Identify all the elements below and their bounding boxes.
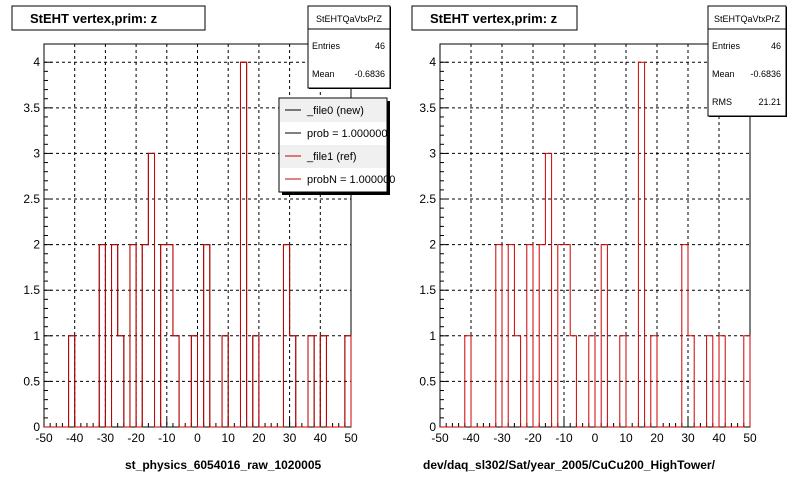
x-tick-label: 20 (650, 431, 664, 445)
y-tick-label: 0.5 (23, 374, 40, 388)
legend: _file0 (new) prob = 1.000000 _file1 (ref) p… (278, 97, 395, 195)
y-tick-label: 2.5 (23, 192, 40, 206)
x-tick-label: 10 (222, 431, 236, 445)
x-tick-label: 50 (743, 431, 757, 445)
x-tick-label: 10 (619, 431, 633, 445)
legend-label: prob = 1.000000 (307, 128, 387, 140)
x-tick-label: 30 (283, 431, 297, 445)
y-tick-label: 1.5 (419, 283, 436, 297)
x-tick-label: 30 (681, 431, 695, 445)
stats-value: 21.21 (758, 97, 781, 107)
x-tick-label: -10 (555, 431, 573, 445)
chart-left: StEHT vertex,prim: z -50 -40 -30 -20 -10 0 10 2… (11, 5, 395, 472)
stats-frame (307, 5, 391, 89)
y-tick-label: 2 (33, 238, 40, 252)
plot-area: -50 -40 -30 -20 -10 0 10 20 30 40 50 0 0.5 1 1.5 2 2.5 3 3… (419, 43, 757, 445)
legend-label: probN = 1.000000 (307, 174, 395, 186)
stats-value: -0.6836 (750, 69, 781, 79)
y-tick-label: 3.5 (419, 101, 436, 115)
stats-label: Entries (312, 41, 341, 51)
chart-right: StEHT vertex,prim: z -50 -40 -30 -20 -10 0 10 2… (411, 5, 787, 472)
y-tick-label: 3.5 (23, 101, 40, 115)
x-tick-label: -50 (431, 431, 449, 445)
x-tick-label: -20 (127, 431, 145, 445)
histogram-series (44, 61, 352, 428)
chart-title: StEHT vertex,prim: z (30, 11, 158, 26)
y-tick-label: 3 (33, 146, 40, 160)
x-tick-label: -40 (462, 431, 480, 445)
y-tick-label: 2.5 (419, 192, 436, 206)
stats-label: RMS (712, 97, 732, 107)
stats-value: -0.6836 (354, 69, 385, 79)
y-tick-label: 0.5 (419, 374, 436, 388)
legend-row-bg (280, 145, 386, 168)
stats-label: Entries (712, 41, 741, 51)
x-tick-label: -10 (158, 431, 176, 445)
title-box (11, 5, 206, 31)
y-tick-label: 1 (33, 329, 40, 343)
x-tick-label: -30 (493, 431, 511, 445)
x-tick-label: 40 (712, 431, 726, 445)
histogram-series (440, 61, 751, 428)
y-tick-label: 3 (429, 146, 436, 160)
x-tick-label: 0 (592, 431, 599, 445)
x-tick-label: -50 (35, 431, 53, 445)
y-tick-label: 4 (33, 55, 40, 69)
stats-label: Mean (312, 69, 335, 79)
title-box (411, 5, 578, 31)
x-tick-label: 40 (314, 431, 328, 445)
legend-label: _file0 (new) (306, 105, 364, 117)
legend-label: _file1 (ref) (306, 151, 357, 163)
stats-box: StEHTQaVtxPrZ Entries 46 Mean -0.6836 RMS 21.2… (707, 5, 787, 117)
y-tick-label: 0 (429, 420, 436, 434)
y-tick-label: 1.5 (23, 283, 40, 297)
stats-label: Mean (712, 69, 735, 79)
x-tick-label: -40 (66, 431, 84, 445)
x-tick-label: 20 (252, 431, 266, 445)
x-tick-label: 0 (194, 431, 201, 445)
x-tick-label: 50 (344, 431, 358, 445)
stats-name: StEHTQaVtxPrZ (316, 14, 383, 24)
stats-value: 46 (771, 41, 781, 51)
x-axis-label: dev/daq_sl302/Sat/year_2005/CuCu200_High… (423, 458, 716, 472)
legend-row-bg (280, 99, 386, 122)
x-axis-label: st_physics_6054016_raw_1020005 (125, 458, 321, 472)
y-tick-label: 2 (429, 238, 436, 252)
y-tick-label: 1 (429, 329, 436, 343)
y-tick-label: 4 (429, 55, 436, 69)
stats-frame (707, 5, 787, 117)
x-tick-label: -30 (97, 431, 115, 445)
x-tick-label: -20 (524, 431, 542, 445)
stats-value: 46 (375, 41, 385, 51)
y-tick-label: 0 (33, 420, 40, 434)
stats-name: StEHTQaVtxPrZ (714, 14, 781, 24)
chart-title: StEHT vertex,prim: z (430, 11, 558, 26)
stats-box: StEHTQaVtxPrZ Entries 46 Mean -0.6836 (307, 5, 391, 89)
